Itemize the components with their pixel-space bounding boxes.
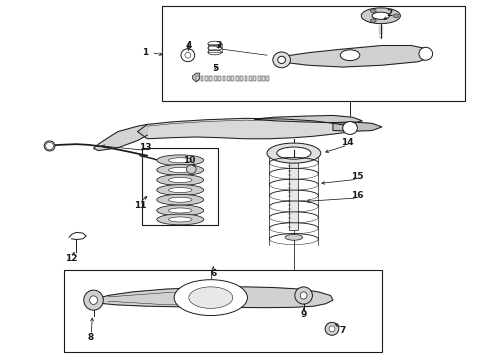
Ellipse shape	[277, 147, 311, 159]
Bar	[290, 161, 298, 230]
Ellipse shape	[157, 165, 204, 175]
Ellipse shape	[343, 122, 357, 134]
Ellipse shape	[267, 143, 321, 163]
Text: 9: 9	[300, 310, 307, 319]
Text: 15: 15	[351, 172, 364, 181]
Text: 3: 3	[215, 41, 221, 50]
Bar	[200, 76, 203, 81]
Ellipse shape	[169, 188, 192, 193]
Bar	[143, 148, 218, 225]
Ellipse shape	[174, 280, 247, 316]
Text: 13: 13	[139, 143, 151, 152]
Ellipse shape	[169, 197, 192, 202]
Polygon shape	[274, 45, 428, 67]
Bar	[209, 76, 212, 81]
Text: 1: 1	[142, 48, 148, 57]
Ellipse shape	[90, 296, 98, 305]
Bar	[236, 76, 239, 81]
Ellipse shape	[419, 47, 433, 60]
Text: 12: 12	[65, 255, 78, 264]
Bar	[253, 76, 256, 81]
Bar	[196, 76, 199, 81]
Ellipse shape	[278, 56, 286, 63]
Ellipse shape	[157, 205, 204, 216]
Text: 11: 11	[134, 201, 146, 210]
Ellipse shape	[273, 52, 291, 68]
Ellipse shape	[169, 208, 192, 213]
Polygon shape	[138, 118, 352, 139]
Ellipse shape	[157, 185, 204, 195]
Bar	[262, 76, 265, 81]
Ellipse shape	[340, 50, 360, 60]
Bar	[258, 76, 261, 81]
Ellipse shape	[329, 326, 335, 332]
Polygon shape	[333, 122, 382, 131]
Text: 14: 14	[342, 138, 354, 147]
Bar	[249, 76, 252, 81]
Ellipse shape	[370, 9, 376, 13]
Bar	[214, 76, 217, 81]
Text: 6: 6	[210, 269, 217, 278]
Bar	[162, 6, 465, 101]
Ellipse shape	[157, 214, 204, 225]
Ellipse shape	[84, 290, 103, 310]
Polygon shape	[255, 116, 362, 123]
Bar	[64, 270, 382, 352]
Bar	[222, 76, 225, 81]
Polygon shape	[193, 73, 199, 82]
Ellipse shape	[361, 8, 400, 24]
Text: 2: 2	[386, 9, 392, 18]
Ellipse shape	[370, 19, 376, 23]
Bar	[205, 76, 208, 81]
Polygon shape	[94, 125, 147, 150]
Bar	[240, 76, 243, 81]
Ellipse shape	[300, 292, 307, 299]
Ellipse shape	[169, 217, 192, 222]
Ellipse shape	[372, 12, 390, 19]
Text: 10: 10	[183, 156, 195, 165]
Ellipse shape	[189, 287, 233, 309]
Text: 16: 16	[351, 190, 364, 199]
Ellipse shape	[169, 177, 192, 183]
Ellipse shape	[157, 155, 204, 166]
Ellipse shape	[157, 175, 204, 185]
Text: 4: 4	[186, 41, 192, 50]
Ellipse shape	[393, 14, 399, 18]
Bar	[231, 76, 234, 81]
Bar	[227, 76, 230, 81]
Text: 7: 7	[340, 326, 346, 335]
Ellipse shape	[46, 142, 53, 149]
Bar	[218, 76, 221, 81]
Ellipse shape	[285, 234, 303, 240]
Bar	[245, 76, 247, 81]
Ellipse shape	[157, 194, 204, 205]
Ellipse shape	[295, 287, 313, 304]
Text: 8: 8	[88, 333, 94, 342]
Ellipse shape	[169, 167, 192, 172]
Polygon shape	[91, 287, 333, 308]
Ellipse shape	[169, 158, 192, 163]
Text: 5: 5	[213, 64, 219, 73]
Bar	[267, 76, 270, 81]
Ellipse shape	[186, 165, 196, 174]
Ellipse shape	[325, 322, 339, 335]
Ellipse shape	[44, 141, 55, 151]
